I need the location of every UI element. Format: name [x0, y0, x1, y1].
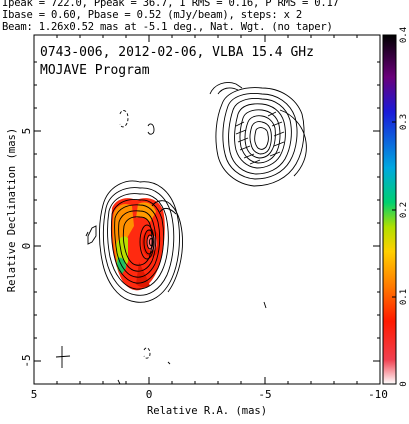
x-tick-label: 5 — [31, 388, 38, 401]
plot-subtitle: MOJAVE Program — [40, 63, 150, 78]
header-base-stats: Ibase = 0.60, Pbase = 0.52 (mJy/beam), s… — [2, 9, 302, 21]
y-tick-label: 5 — [20, 128, 33, 135]
x-axis-ticks — [33, 35, 381, 384]
y-tick-label: -5 — [20, 354, 33, 367]
plot-title: 0743-006, 2012-02-06, VLBA 15.4 GHz — [40, 45, 314, 60]
y-tick-labels: 5 0 -5 — [20, 128, 33, 368]
y-axis-ticks — [34, 61, 380, 362]
jet-contours — [209, 82, 307, 187]
jet-polarization-vectors — [235, 111, 285, 165]
colorbar-tick-label: 0.1 — [399, 289, 409, 305]
y-tick-label: 0 — [20, 243, 33, 250]
colorbar-tick-label: 0.2 — [399, 202, 409, 218]
noise-contours — [55, 110, 267, 385]
colorbar-tick-labels: 0.4 0.3 0.2 0.1 0 — [399, 27, 409, 387]
colorbar-tick-label: 0.3 — [399, 114, 409, 130]
x-tick-label: 0 — [146, 388, 153, 401]
header-peak-stats: Ipeak = 722.0, Ppeak = 36.7, I RMS = 0.1… — [2, 0, 339, 9]
x-tick-labels: 5 0 -5 -10 — [31, 388, 388, 401]
colorbar-ticks — [392, 34, 396, 385]
header-beam-info: Beam: 1.26x0.52 mas at -5.1 deg., Nat. W… — [2, 21, 333, 33]
colorbar-tick-label: 0.4 — [399, 27, 409, 43]
plot-frame — [33, 34, 381, 385]
x-tick-label: -5 — [258, 388, 271, 401]
core-contours — [99, 180, 180, 303]
x-axis-label: Relative R.A. (mas) — [147, 405, 267, 417]
colorbar-tick-label: 0 — [399, 381, 409, 386]
x-tick-label: -10 — [368, 388, 388, 401]
y-axis-label: Relative Declination (mas) — [6, 128, 18, 292]
core-outer-contours — [87, 200, 183, 293]
